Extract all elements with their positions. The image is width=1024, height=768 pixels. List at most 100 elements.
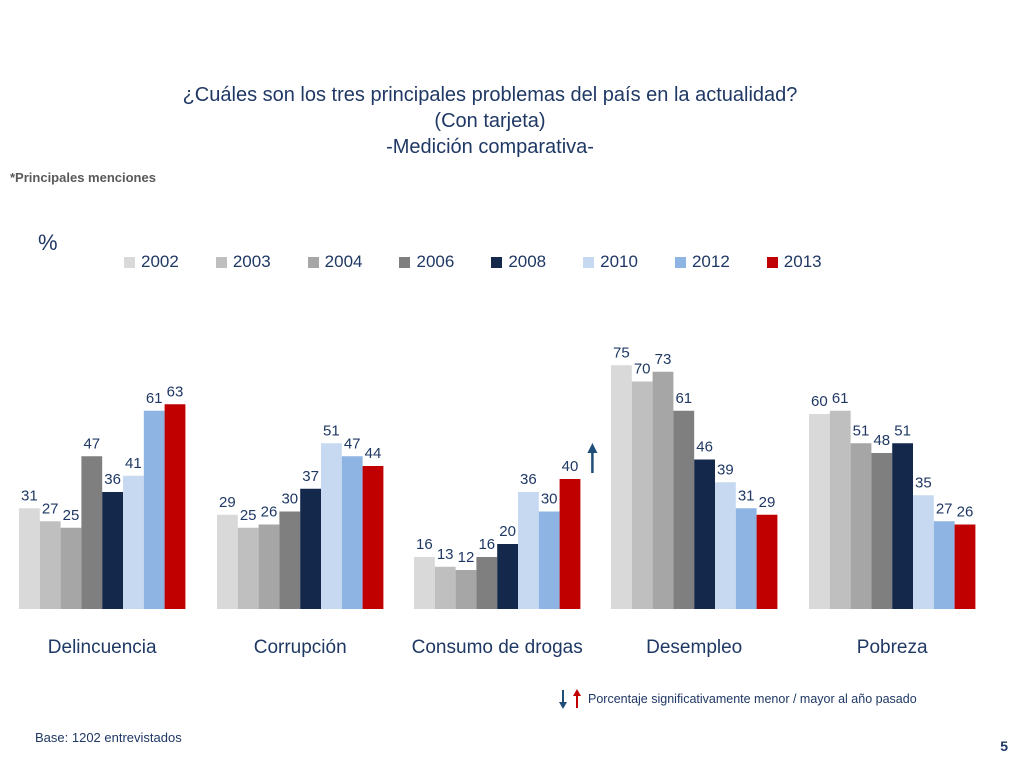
significance-note-text: Porcentaje significativamente menor / ma…: [588, 692, 917, 706]
bar-3-2010: [715, 482, 736, 609]
value-label-4-2004: 51: [853, 422, 870, 439]
bar-4-2008: [892, 443, 913, 609]
bar-1-2006: [279, 511, 301, 609]
value-label-3-2013: 29: [759, 494, 776, 511]
bar-0-2006: [81, 456, 103, 609]
value-label-0-2003: 27: [42, 500, 59, 517]
bar-1-2004: [258, 524, 280, 609]
category-label-2: Consumo de drogas: [412, 637, 583, 658]
value-label-2-2008: 20: [499, 523, 516, 540]
legend-swatch-2012: [674, 256, 686, 268]
bar-0-2010: [123, 475, 144, 609]
value-label-1-2003: 25: [240, 507, 257, 524]
legend-item-2004: 2004: [307, 252, 363, 272]
legend-swatch-2013: [766, 256, 778, 268]
bar-3-2008: [694, 459, 715, 609]
value-label-3-2003: 70: [634, 361, 651, 378]
legend-label-2012: 2012: [691, 252, 730, 271]
significance-arrows-icon: [559, 689, 581, 709]
bar-1-2012: [341, 456, 363, 609]
chart-title-line1: ¿Cuáles son los tres principales problem…: [182, 84, 798, 106]
bar-3-2013: [756, 514, 778, 609]
bar-2-2013: [559, 479, 581, 609]
value-label-0-2004: 25: [63, 507, 80, 524]
value-label-2-2013: 40: [562, 458, 579, 475]
value-label-0-2002: 31: [21, 487, 38, 504]
legend-label-2006: 2006: [416, 252, 455, 271]
legend-label-2008: 2008: [508, 252, 547, 271]
mentions-note: *Principales menciones: [10, 170, 156, 185]
value-label-4-2006: 48: [873, 432, 890, 449]
bar-0-2013: [164, 404, 186, 609]
value-label-4-2013: 26: [957, 504, 974, 521]
significance-legend: Porcentaje significativamente menor / ma…: [556, 687, 917, 711]
value-label-2-2003: 13: [437, 546, 454, 563]
value-label-4-2012: 27: [936, 500, 953, 517]
legend-swatch-2003: [215, 256, 227, 268]
value-label-3-2012: 31: [738, 487, 755, 504]
value-label-1-2010: 51: [323, 422, 340, 439]
legend-item-2010: 2010: [583, 252, 638, 272]
bar-0-2012: [143, 410, 165, 609]
value-label-4-2008: 51: [894, 422, 911, 439]
category-label-4: Pobreza: [857, 637, 928, 658]
bar-2-2003: [434, 566, 456, 609]
value-label-0-2010: 41: [125, 455, 142, 472]
value-label-2-2010: 36: [520, 471, 537, 488]
value-label-0-2006: 47: [83, 435, 100, 452]
bar-2-2012: [538, 511, 560, 609]
bar-3-2004: [652, 371, 674, 609]
bar-2-2004: [455, 570, 477, 609]
value-label-1-2006: 30: [281, 491, 298, 508]
bar-2-2008: [497, 544, 518, 609]
value-label-1-2013: 44: [365, 445, 382, 462]
bar-0-2003: [39, 521, 61, 609]
value-label-1-2012: 47: [344, 435, 361, 452]
bar-3-2006: [673, 410, 695, 609]
value-label-3-2006: 61: [675, 390, 692, 407]
bar-3-2002: [611, 365, 632, 609]
category-label-0: Delincuencia: [48, 637, 157, 658]
value-label-2-2012: 30: [541, 491, 558, 508]
significance-arrow-0: [587, 443, 598, 473]
bar-0-2008: [102, 492, 123, 609]
value-label-4-2002: 60: [811, 393, 828, 410]
legend-label-2004: 2004: [324, 252, 363, 271]
legend-item-2013: 2013: [766, 252, 822, 272]
value-label-1-2004: 26: [261, 504, 278, 521]
value-label-0-2008: 36: [104, 471, 121, 488]
legend-item-2003: 2003: [215, 252, 271, 272]
chart-legend: 2002 2003 2004 2006 2008 2010 2012 2013: [124, 252, 859, 272]
unit-label: %: [38, 230, 58, 255]
value-label-4-2010: 35: [915, 474, 932, 491]
value-label-0-2012: 61: [146, 390, 163, 407]
value-label-4-2003: 61: [832, 390, 849, 407]
value-label-2-2002: 16: [416, 536, 433, 553]
category-label-3: Desempleo: [646, 637, 742, 658]
bar-1-2010: [321, 443, 342, 609]
bar-4-2004: [850, 443, 872, 609]
bar-4-2012: [933, 521, 955, 609]
bar-4-2002: [809, 414, 830, 609]
bar-1-2013: [362, 466, 384, 609]
bar-1-2003: [237, 527, 259, 609]
value-label-1-2002: 29: [219, 494, 236, 511]
value-label-2-2006: 16: [478, 536, 495, 553]
legend-swatch-2002: [124, 256, 135, 268]
bar-1-2008: [300, 488, 321, 609]
legend-item-2002: 2002: [124, 252, 179, 272]
chart-title-line2: (Con tarjeta): [434, 110, 546, 132]
chart-title-line3: -Medición comparativa-: [386, 136, 594, 158]
bar-1-2002: [217, 514, 238, 609]
value-label-3-2008: 46: [696, 439, 713, 456]
bar-4-2003: [829, 410, 851, 609]
bar-4-2006: [871, 453, 893, 609]
bar-2-2002: [414, 557, 435, 609]
category-label-1: Corrupción: [254, 637, 347, 658]
legend-item-2008: 2008: [491, 252, 546, 272]
